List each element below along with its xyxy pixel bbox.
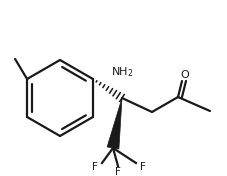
Text: F: F: [92, 162, 98, 172]
Text: F: F: [115, 167, 120, 176]
Text: F: F: [139, 162, 145, 172]
Polygon shape: [107, 98, 121, 149]
Text: NH$_2$: NH$_2$: [110, 65, 133, 79]
Text: O: O: [180, 70, 189, 80]
